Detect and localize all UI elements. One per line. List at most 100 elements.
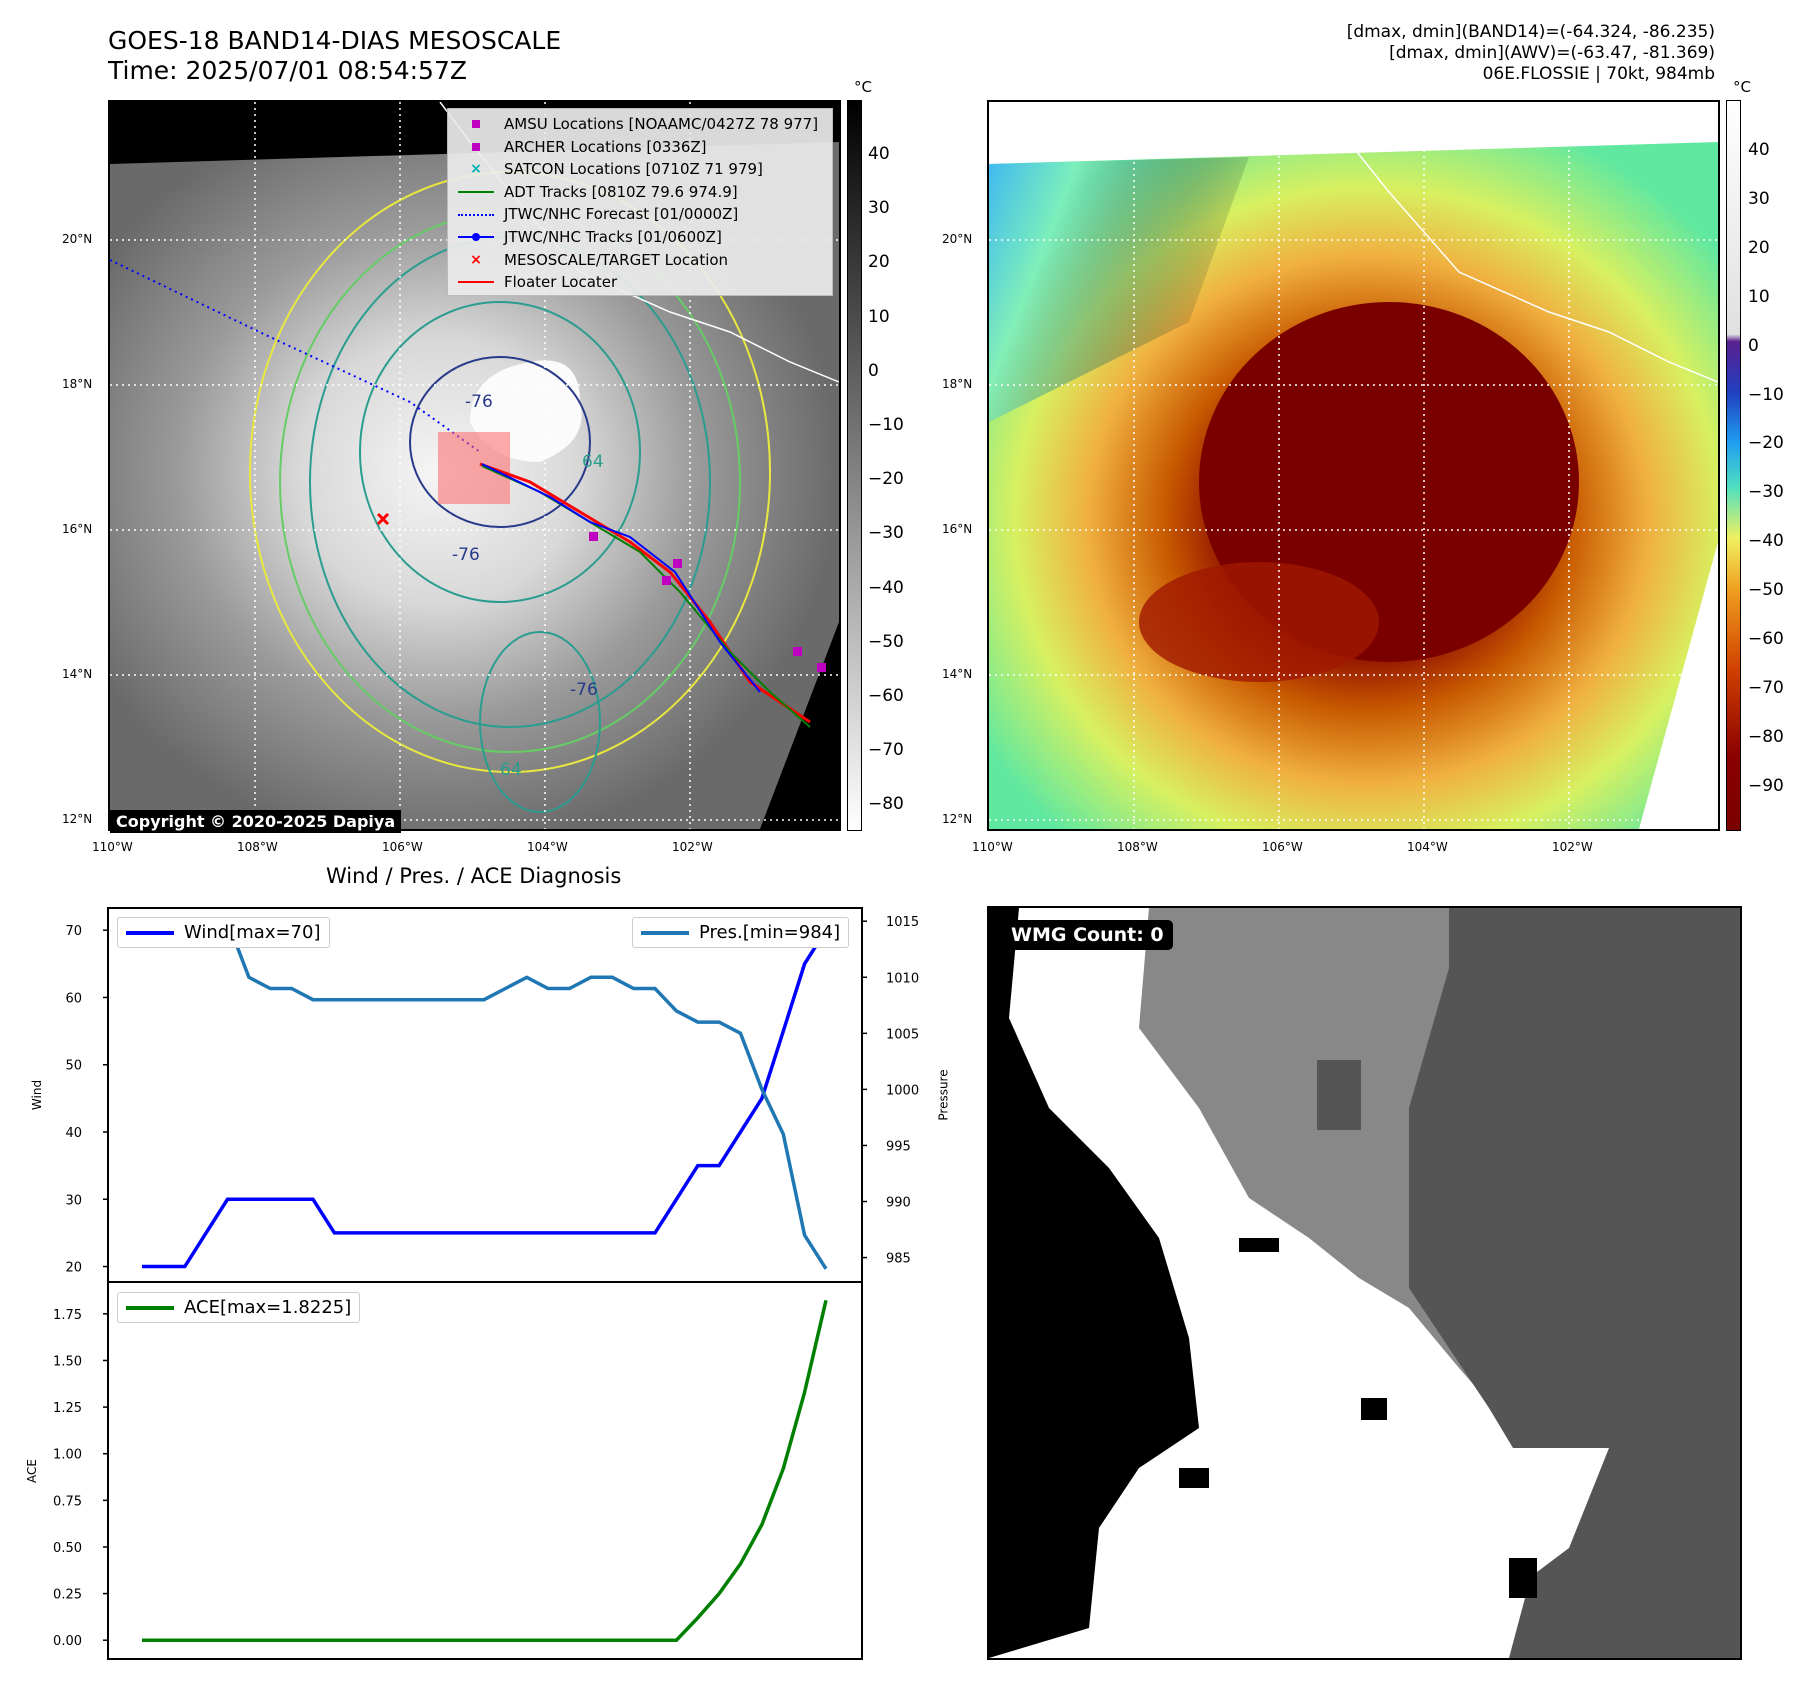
info-band14: [dmax, dmin](BAND14)=(-64.324, -86.235)	[1346, 22, 1715, 42]
gray-colorbar-tick: 30	[868, 198, 890, 219]
wind-series-group	[141, 929, 828, 1269]
lat-label-18n: 18°N	[62, 377, 93, 391]
gray-colorbar-tick: 20	[868, 252, 890, 273]
ace-ticks: 1.75 1.50 1.25 1.00 0.75 0.50 0.25 0.00	[53, 1308, 108, 1649]
chart-title: GOES-18 BAND14-DIAS MESOSCALE	[108, 26, 562, 55]
lat-label-12n: 12°N	[62, 812, 93, 826]
lon-label-104w-right: 104°W	[1407, 840, 1448, 854]
ace-tick-label: 1.75	[53, 1308, 82, 1323]
lon-label-110w-right: 110°W	[972, 840, 1013, 854]
legend-jtwc-tracks: JTWC/NHC Tracks [01/0600Z]	[456, 226, 824, 249]
wind-pressure-axes	[107, 907, 863, 1283]
gray-colorbar-tick: −30	[868, 523, 904, 544]
color-colorbar-tick: −50	[1748, 580, 1784, 601]
pressure-tick-label: 1000	[886, 1083, 919, 1098]
ace-legend-label: ACE[max=1.8225]	[184, 1297, 352, 1318]
wmg-count-label: WMG Count: 0	[1002, 920, 1173, 950]
ace-axis-label: ACE	[24, 1459, 39, 1483]
lat-label-12n-right: 12°N	[942, 812, 973, 826]
ace-tick-label: 0.00	[53, 1634, 82, 1649]
wind-legend-label: Wind[max=70]	[184, 922, 321, 943]
pressure-legend-label: Pres.[min=984]	[699, 922, 841, 943]
wmg-image	[989, 908, 1740, 1658]
lat-label-20n: 20°N	[62, 232, 93, 246]
ace-legend-line	[126, 1305, 174, 1310]
pressure-legend: Pres.[min=984]	[632, 917, 850, 948]
gray-colorbar-tick: −10	[868, 415, 904, 435]
legend-adt: ADT Tracks [0810Z 79.6 974.9]	[456, 181, 824, 204]
color-colorbar-tick: −30	[1748, 482, 1784, 503]
color-map-panel	[987, 100, 1720, 831]
wind-legend-line	[126, 930, 174, 935]
legend-amsu: AMSU Locations [NOAAMC/0427Z 78 977]	[456, 113, 824, 136]
map-legend: AMSU Locations [NOAAMC/0427Z 78 977] ARC…	[447, 108, 833, 296]
gray-colorbar-tick: −40	[868, 577, 904, 598]
wind-tick-label: 20	[65, 1261, 82, 1276]
wind-axis-label: Wind	[30, 1079, 45, 1111]
wind-tick-label: 60	[65, 991, 82, 1006]
color-colorbar-tick: −80	[1748, 726, 1784, 747]
ace-tick-label: 0.75	[53, 1494, 82, 1509]
contour-label-4: 64	[582, 452, 604, 472]
legend-mesoscale: × MESOSCALE/TARGET Location	[470, 250, 729, 269]
pressure-tick-label: 990	[886, 1196, 911, 1211]
color-map-image	[989, 102, 1718, 829]
color-colorbar-tick: −60	[1748, 629, 1784, 649]
lat-label-14n: 14°N	[62, 667, 93, 681]
pressure-tick-label: 985	[886, 1252, 911, 1267]
ace-tick-label: 0.50	[53, 1541, 82, 1556]
gray-colorbar-tick: 0	[868, 360, 879, 381]
contour-label-3: -76	[570, 680, 598, 700]
wind-legend: Wind[max=70]	[117, 917, 330, 948]
wind-tick-label: 40	[65, 1126, 82, 1141]
legend-archer: ARCHER Locations [0336Z]	[456, 136, 824, 159]
chart-time: Time: 2025/07/01 08:54:57Z	[108, 56, 467, 85]
color-colorbar	[1726, 100, 1741, 831]
color-colorbar-tick: 30	[1748, 188, 1770, 209]
ace-axes	[107, 1281, 863, 1660]
ace-series-group	[141, 1299, 828, 1642]
lon-label-106w-right: 106°W	[1262, 840, 1303, 854]
wmg-panel	[987, 906, 1742, 1660]
copyright-label: Copyright © 2020-2025 Dapiya	[110, 810, 402, 833]
pressure-tick-label: 1015	[886, 915, 919, 930]
color-colorbar-tick: −40	[1748, 531, 1784, 552]
lat-label-16n-right: 16°N	[942, 522, 973, 536]
color-colorbar-tick: 0	[1748, 335, 1759, 356]
contour-label-1: -76	[465, 392, 493, 412]
legend-floater: Floater Locater	[456, 271, 824, 294]
gray-colorbar-unit: °C	[854, 78, 872, 96]
contour-label-2: -76	[452, 545, 480, 565]
legend-forecast: JTWC/NHC Forecast [01/0000Z]	[456, 203, 824, 226]
wind-pressure-ticks: 70 60 50 40 30 20 1015 1010 1005 1000 995 990 985	[65, 915, 919, 1275]
lon-label-106w: 106°W	[382, 840, 423, 854]
wind-tick-label: 30	[65, 1193, 82, 1208]
contour-label-5: 64	[500, 760, 522, 780]
pressure-tick-label: 1005	[886, 1027, 919, 1042]
color-colorbar-tick: −90	[1748, 775, 1784, 796]
ace-tick-label: 1.25	[53, 1401, 82, 1416]
color-colorbar-tick: 20	[1748, 237, 1770, 258]
ace-tick-label: 0.25	[53, 1588, 82, 1603]
lon-label-110w: 110°W	[92, 840, 133, 854]
color-colorbar-tick: 40	[1748, 140, 1770, 160]
info-storm: 06E.FLOSSIE | 70kt, 984mb	[1482, 64, 1715, 84]
ace-legend: ACE[max=1.8225]	[117, 1292, 361, 1323]
legend-satcon: × SATCON Locations [0710Z 71 979]	[470, 160, 763, 179]
color-colorbar-unit: °C	[1733, 78, 1751, 96]
pressure-axis-label: Pressure	[936, 1069, 951, 1121]
lat-label-16n: 16°N	[62, 522, 93, 536]
lon-label-104w: 104°W	[527, 840, 568, 854]
lon-label-102w: 102°W	[672, 840, 713, 854]
lat-label-18n-right: 18°N	[942, 377, 973, 391]
pressure-legend-line	[641, 930, 689, 935]
diagnosis-chart: 70 60 50 40 30 20 1015 1010 1005 1000 995 990 985 1.…	[53, 907, 919, 1660]
ace-tick-label: 1.00	[53, 1448, 82, 1463]
info-awv: [dmax, dmin](AWV)=(-63.47, -81.369)	[1389, 43, 1715, 63]
gray-colorbar	[847, 100, 862, 831]
gray-colorbar-tick: −60	[868, 686, 904, 706]
lon-label-108w: 108°W	[237, 840, 278, 854]
color-colorbar-tick: −20	[1748, 433, 1784, 454]
diagnosis-title: Wind / Pres. / ACE Diagnosis	[326, 864, 622, 888]
gray-colorbar-tick: 40	[868, 144, 890, 164]
